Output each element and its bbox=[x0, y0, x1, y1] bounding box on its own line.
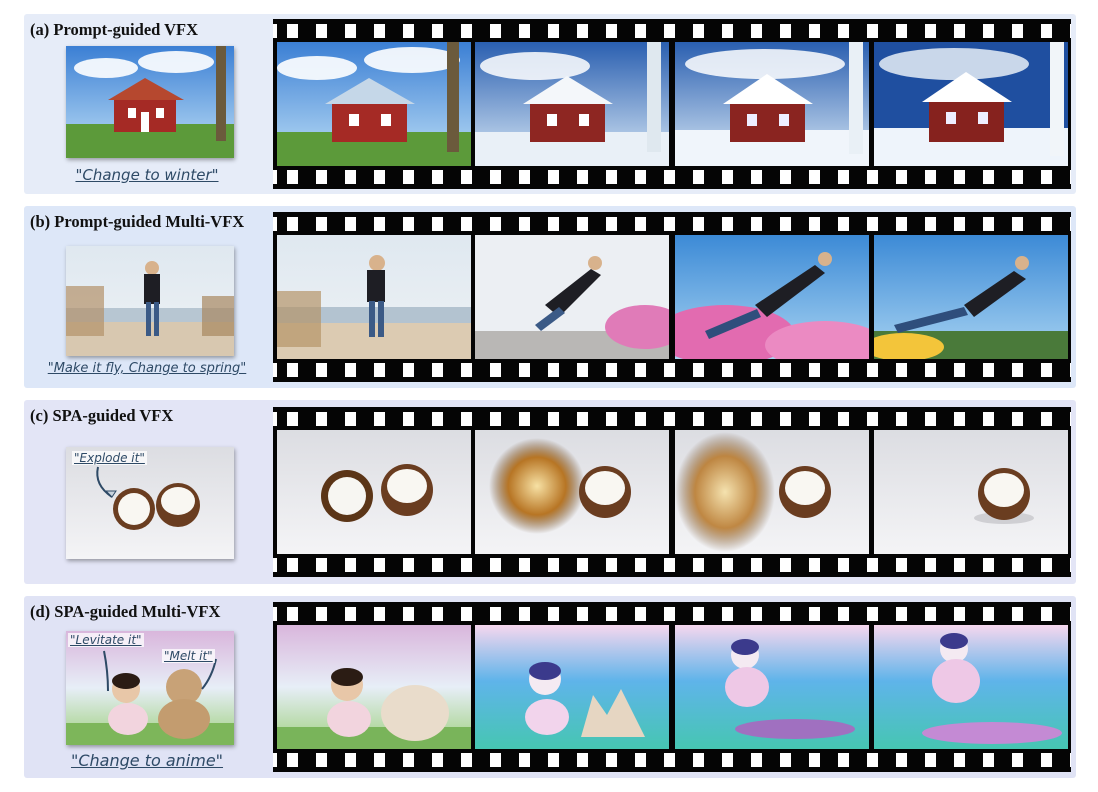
inset-label-explode: "Explode it" bbox=[72, 451, 147, 465]
frame-4 bbox=[874, 625, 1068, 749]
frame-2 bbox=[475, 235, 669, 359]
panel-spa-guided-multi-vfx: (d) SPA-guided Multi-VFX "Levitate it" "… bbox=[24, 596, 1076, 778]
frame-2 bbox=[475, 625, 669, 749]
sprocket-holes-bottom bbox=[273, 753, 1071, 767]
frame-3 bbox=[675, 235, 869, 359]
panel-prompt-guided-multi-vfx: (b) Prompt-guided Multi-VFX "Make it fly… bbox=[24, 206, 1076, 388]
filmstrip bbox=[273, 602, 1071, 772]
sprocket-holes-top bbox=[273, 412, 1071, 426]
input-image-coconut: "Explode it" bbox=[66, 447, 234, 559]
panel-title: (d) SPA-guided Multi-VFX bbox=[30, 602, 221, 621]
inset-label-melt: "Melt it" bbox=[162, 649, 215, 663]
frame-1 bbox=[277, 42, 471, 166]
panel-title: (a) Prompt-guided VFX bbox=[30, 20, 199, 39]
sprocket-holes-bottom bbox=[273, 170, 1071, 184]
frame-4 bbox=[874, 42, 1068, 166]
input-image-woman bbox=[66, 246, 234, 356]
frame-2 bbox=[475, 430, 669, 554]
frame-1 bbox=[277, 625, 471, 749]
inset-label-levitate: "Levitate it" bbox=[68, 633, 144, 647]
frame-1 bbox=[277, 235, 471, 359]
prompt-caption: "Make it fly, Change to spring" bbox=[47, 361, 247, 376]
frame-4 bbox=[874, 430, 1068, 554]
input-image-house bbox=[66, 46, 234, 158]
sprocket-holes-top bbox=[273, 607, 1071, 621]
prompt-caption: "Change to anime" bbox=[70, 751, 224, 770]
frame-3 bbox=[675, 42, 869, 166]
panel-title: (b) Prompt-guided Multi-VFX bbox=[30, 212, 245, 231]
sprocket-holes-top bbox=[273, 24, 1071, 38]
frame-3 bbox=[675, 625, 869, 749]
sprocket-holes-top bbox=[273, 217, 1071, 231]
frame-1 bbox=[277, 430, 471, 554]
frame-4 bbox=[874, 235, 1068, 359]
filmstrip bbox=[273, 407, 1071, 577]
filmstrip bbox=[273, 212, 1071, 382]
panel-prompt-guided-vfx: (a) Prompt-guided VFX "Change to winter" bbox=[24, 14, 1076, 194]
sprocket-holes-bottom bbox=[273, 363, 1071, 377]
panel-title: (c) SPA-guided VFX bbox=[30, 406, 174, 425]
sprocket-holes-bottom bbox=[273, 558, 1071, 572]
frame-3 bbox=[675, 430, 869, 554]
panel-spa-guided-vfx: (c) SPA-guided VFX "Explode it" bbox=[24, 400, 1076, 584]
input-image-child-teddy: "Levitate it" "Melt it" bbox=[66, 631, 234, 745]
frame-2 bbox=[475, 42, 669, 166]
filmstrip bbox=[273, 19, 1071, 189]
prompt-caption: "Change to winter" bbox=[75, 166, 219, 184]
